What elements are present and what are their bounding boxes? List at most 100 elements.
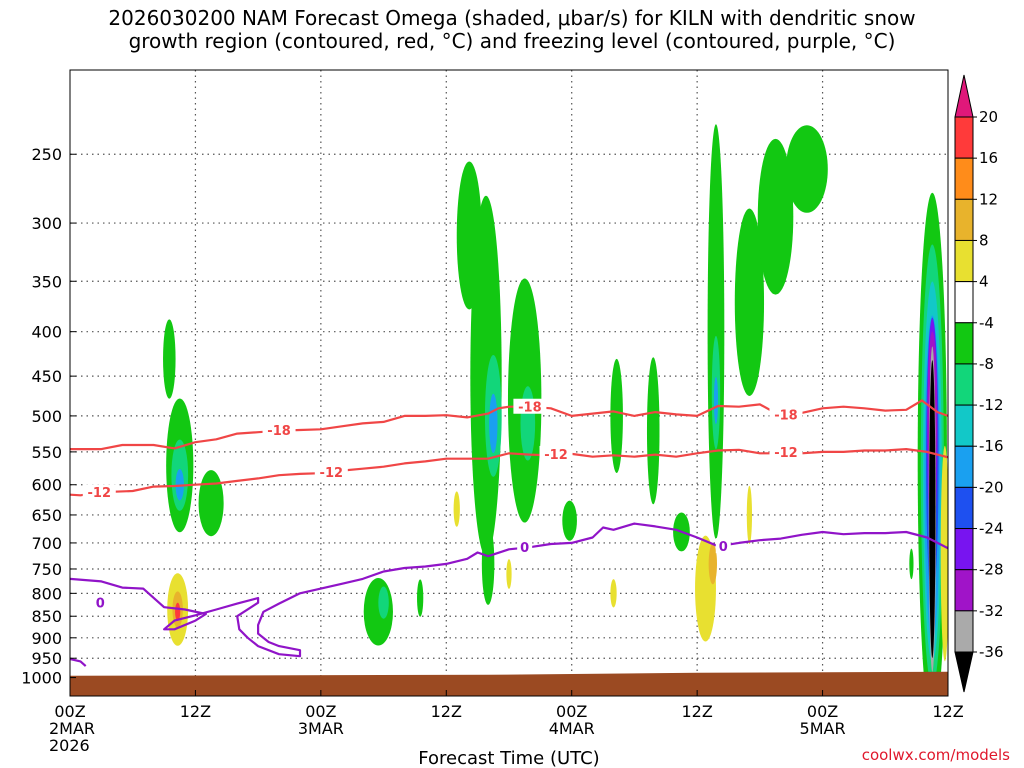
colorbar-band [954,198,974,241]
x-tick-label: 12Z [681,702,712,721]
x-tick-label: 4MAR [549,719,595,738]
contour-label-bg [92,594,108,610]
omega-region [198,470,224,537]
terrain-surface [70,671,948,696]
colorbar-tick-label: -32 [979,602,1004,620]
contour-label-bg [82,484,116,500]
omega-region [746,485,753,545]
y-tick-label: 300 [31,214,62,233]
contour-label: -18 [774,408,798,423]
omega-region [163,319,176,399]
colorbar-band [954,404,974,447]
omega-region [453,491,460,527]
colorbar-tick-label: -8 [979,355,994,373]
omega-region [506,559,512,589]
x-tick-label: 12Z [180,702,211,721]
y-tick-label: 250 [31,145,62,164]
x-tick-label: 2026 [49,736,90,755]
colorbar-band [954,281,974,324]
omega-region [707,124,725,540]
y-tick-label: 350 [31,272,62,291]
contour-label-bg [539,445,573,461]
colorbar-tick-label: -24 [979,520,1004,538]
omega-region [562,500,577,541]
x-axis-label: Forecast Time (UTC) [418,748,599,768]
plot-frame [69,69,949,697]
terrain-fill [70,671,948,696]
colorbar-tick-label: -4 [979,314,994,332]
contour-label-bg [513,398,547,414]
contour-label: 0 [96,597,105,612]
x-tick-label: 12Z [431,702,462,721]
omega-region [757,138,794,295]
colorbar-band [954,569,974,612]
colorbar-tick-label: 16 [979,149,998,167]
credit-text: coolwx.com/models [862,746,1010,764]
omega-region [175,602,181,621]
colorbar: 20 16 12 8 4 -4 -8 -12 -16 -20 -24 -28 -32 -36 [954,74,1004,693]
omega-region [520,386,536,461]
colorbar-band [954,116,974,159]
omega-region [417,579,424,617]
colorbar-band [954,157,974,200]
x-tick-label: 00Z [305,702,336,721]
x-tick-label: 12Z [932,702,963,721]
contour-label-bg [769,406,803,422]
contour-label: -12 [774,446,798,461]
colorbar-tick-label: -12 [979,396,1004,414]
omega-region [378,586,389,619]
x-tick-label: 00Z [556,702,587,721]
colorbar-band [954,322,974,365]
omega-region [940,445,948,662]
colorbar-tick-label: -36 [979,643,1004,661]
y-tick-label: 750 [31,560,62,579]
omega-shading [163,124,948,696]
omega-region [708,543,718,585]
colorbar-tick-label: 8 [979,231,989,249]
omega-region [909,548,914,580]
x-tick-label: 2MAR [49,719,95,738]
y-tick-label: 1000 [21,669,62,688]
contour-label-bg [314,463,348,479]
colorbar-tick-label: -28 [979,561,1004,579]
colorbar-bottom-arrow [954,651,974,693]
colorbar-tick-label: -16 [979,437,1004,455]
temperature-contours: -18 -18 -18 -12 -12 -12 -12 0 0 0 [70,398,948,667]
contour-label-bg [715,538,731,554]
y-tick-label: 450 [31,367,62,386]
x-tick-label: 00Z [807,702,838,721]
omega-region [785,125,828,213]
chart-title-line-1: 2026030200 NAM Forecast Omega (shaded, μ… [108,6,915,30]
x-tick-label: 3MAR [298,719,344,738]
contour-label-bg [517,539,533,555]
colorbar-band [954,239,974,283]
chart-title: 2026030200 NAM Forecast Omega (shaded, μ… [108,6,915,53]
omega-region [646,357,660,505]
contour-label: -18 [267,424,291,439]
y-tick-label: 550 [31,443,62,462]
contour-label: 0 [520,541,529,556]
colorbar-tick-label: 4 [979,273,989,291]
colorbar-band [954,528,974,571]
colorbar-band [954,363,974,406]
y-tick-label: 950 [31,649,62,668]
x-tick-label: 00Z [54,702,85,721]
y-tick-label: 700 [31,534,62,553]
contour-label: -18 [518,401,542,416]
y-tick-label: 850 [31,607,62,626]
y-axis-ticks: 250 300 350 400 450 500 550 600 650 700 750 800 850 9… [21,145,76,688]
omega-region [489,393,498,454]
y-tick-label: 600 [31,476,62,495]
contour-label: -12 [88,486,112,501]
omega-region [734,208,765,396]
x-tick-label: 5MAR [800,719,846,738]
y-tick-label: 900 [31,629,62,648]
contour-label: 0 [719,540,728,555]
y-tick-label: 650 [31,506,62,525]
contour-label: -12 [544,448,568,463]
contour-label-bg [262,421,296,437]
contour-label: -12 [320,466,344,481]
contour-label-bg [769,443,803,459]
omega-region [481,522,495,605]
